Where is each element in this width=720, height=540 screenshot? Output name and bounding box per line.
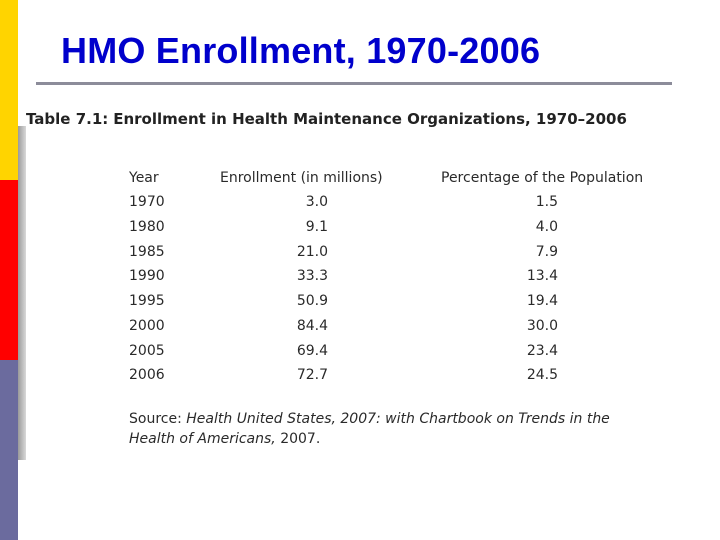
side-bar-red [0,180,18,360]
cell-year: 2006 [129,367,165,383]
cell-percentage: 4.0 [535,219,558,235]
cell-percentage: 1.5 [535,194,558,210]
side-bar-yellow [0,0,18,180]
cell-enrollment: 50.9 [296,293,328,309]
table-source-note: Source: Health United States, 2007: with… [129,409,659,449]
cell-percentage: 13.4 [526,268,558,284]
cell-enrollment: 72.7 [296,367,328,383]
source-title: Health United States, 2007: with Chartbo… [129,411,610,447]
side-bar-blue [0,360,18,540]
cell-enrollment: 3.0 [305,194,328,210]
cell-enrollment: 69.4 [296,343,328,359]
source-year: 2007. [280,431,321,447]
slide-title: HMO Enrollment, 1970-2006 [61,30,541,71]
cell-year: 1995 [129,293,165,309]
table-caption-text: Enrollment in Health Maintenance Organiz… [113,110,627,128]
table-caption-label: Table 7.1: [26,110,109,128]
cell-percentage: 23.4 [526,343,558,359]
cell-year: 2000 [129,318,165,334]
cell-percentage: 7.9 [535,244,558,260]
scan-edge-shadow [18,126,26,460]
cell-year: 2005 [129,343,165,359]
cell-year: 1990 [129,268,165,284]
cell-year: 1970 [129,194,165,210]
source-label: Source: [129,411,182,427]
column-header-enrollment: Enrollment (in millions) [220,170,383,186]
column-header-percentage: Percentage of the Population [441,170,644,186]
cell-year: 1980 [129,219,165,235]
cell-percentage: 24.5 [526,367,558,383]
cell-percentage: 19.4 [526,293,558,309]
title-divider [36,82,672,85]
table-caption: Table 7.1: Enrollment in Health Maintena… [26,110,627,128]
cell-enrollment: 21.0 [296,244,328,260]
cell-enrollment: 33.3 [296,268,328,284]
cell-enrollment: 84.4 [296,318,328,334]
cell-enrollment: 9.1 [305,219,328,235]
cell-year: 1985 [129,244,165,260]
column-header-year: Year [129,170,159,186]
cell-percentage: 30.0 [526,318,558,334]
